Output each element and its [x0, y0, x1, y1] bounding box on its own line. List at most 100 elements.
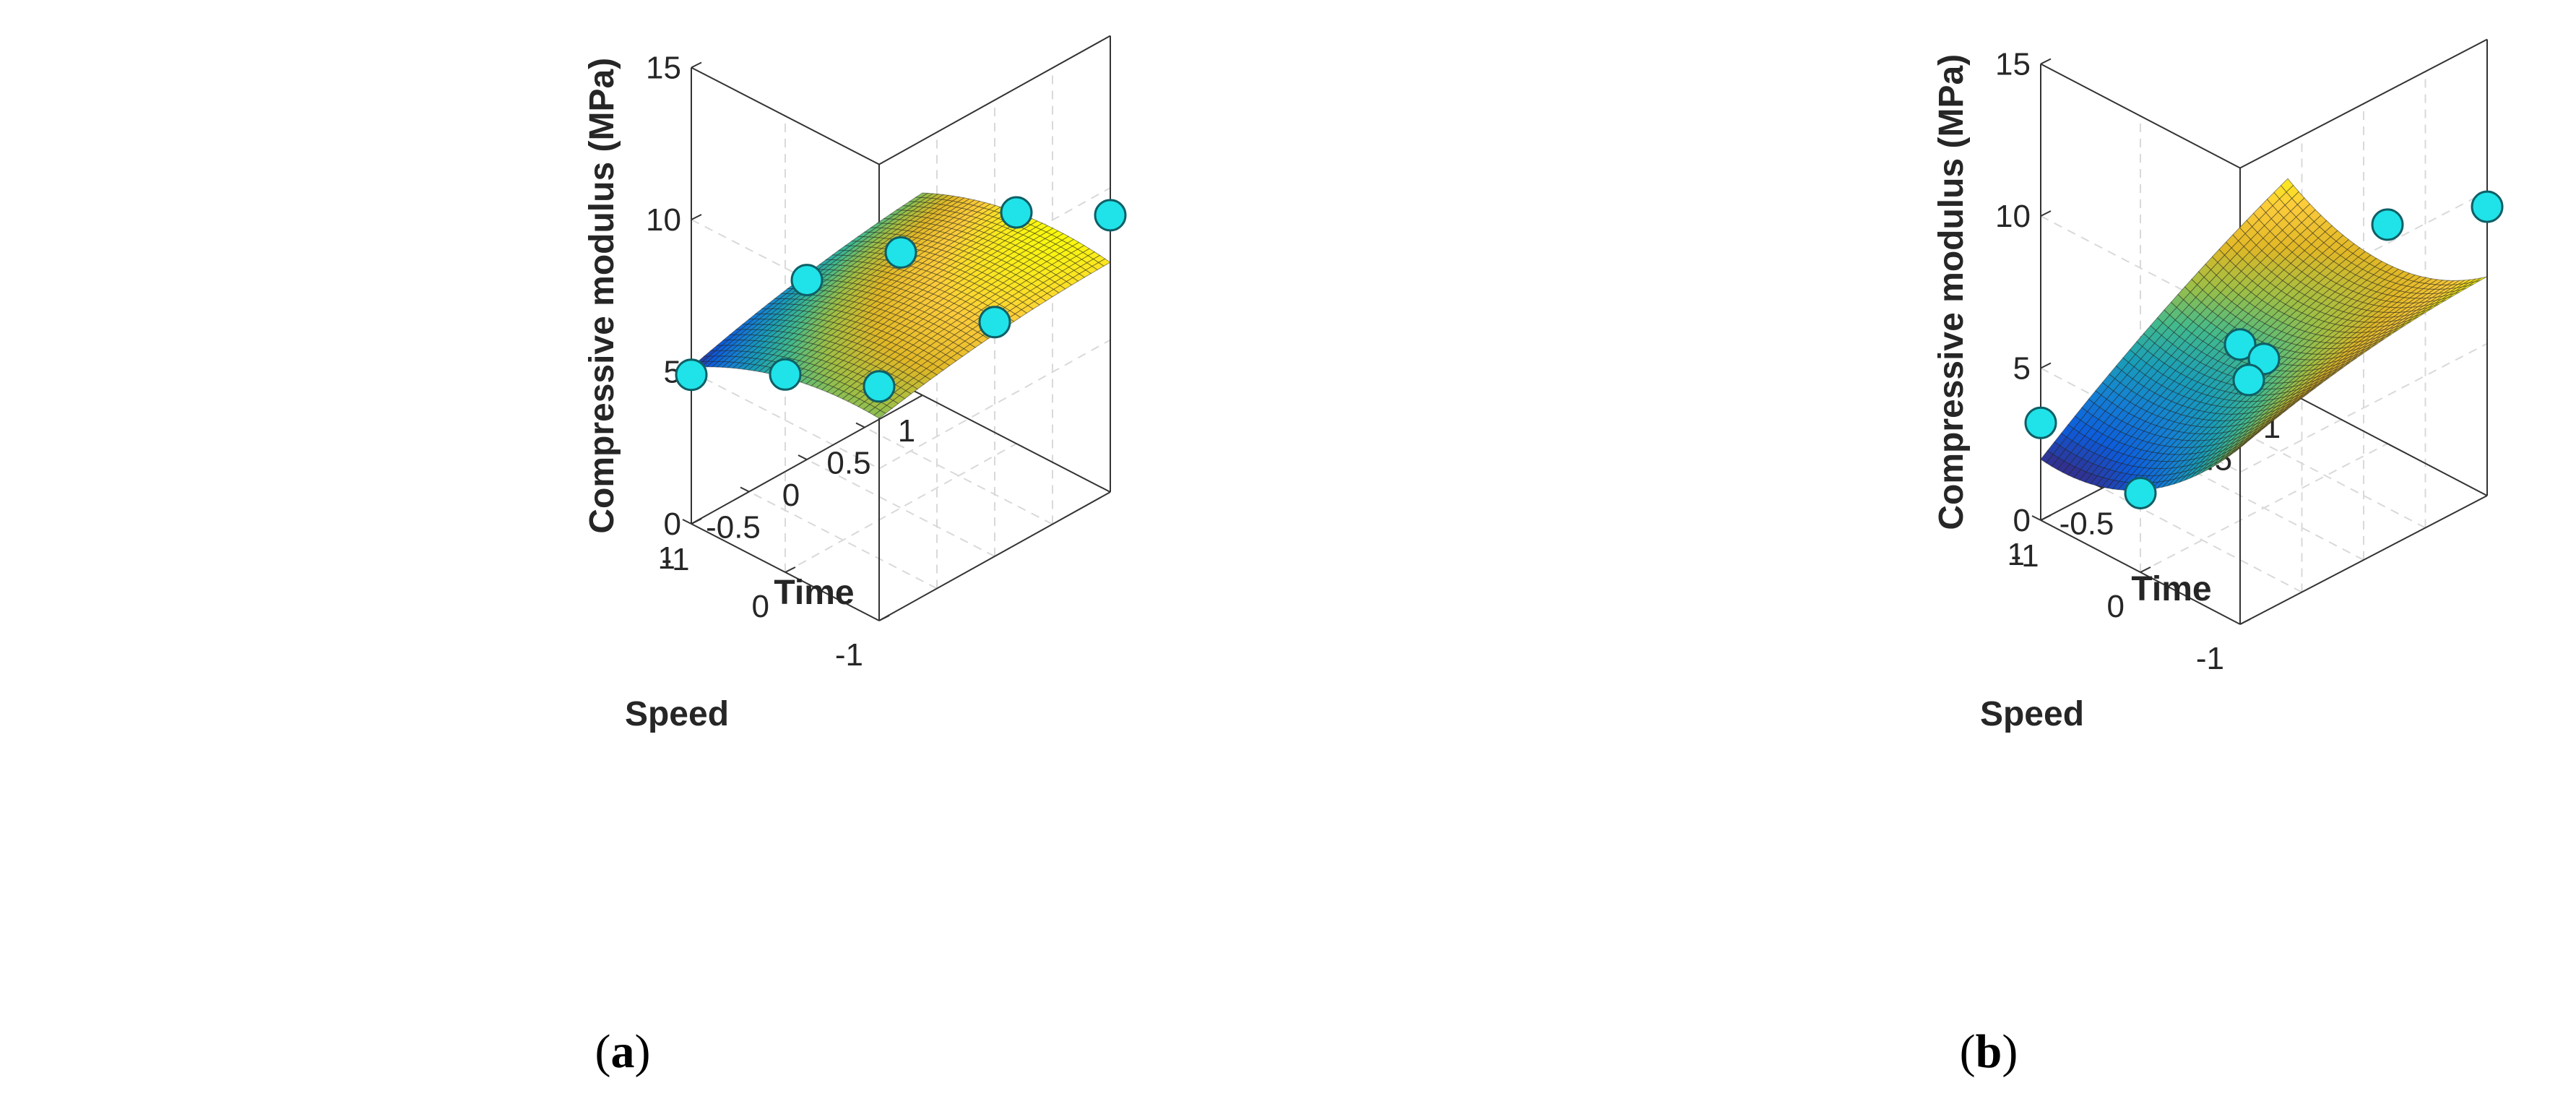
- grid-line: [691, 219, 880, 317]
- surface-patch: [920, 192, 934, 199]
- z-axis-label: Compressive modulus (MPa): [583, 58, 621, 534]
- axis-box-edge: [922, 394, 1111, 493]
- data-point-marker: [2223, 328, 2257, 361]
- surface-patch: [935, 194, 950, 200]
- surface-patch: [2374, 261, 2388, 270]
- data-point-marker: [2124, 477, 2157, 509]
- z-tick-label: 15: [646, 51, 681, 86]
- axis-box-edge: [691, 66, 880, 165]
- surface-patch: [2429, 279, 2445, 285]
- y-tick-label: 1: [2007, 537, 2025, 572]
- data-point-marker: [863, 370, 896, 403]
- surface-patch: [2341, 238, 2355, 251]
- x-tick-label: -1: [2010, 538, 2039, 574]
- y-tick-label: -1: [835, 637, 863, 673]
- surface-patch: [2291, 191, 2305, 205]
- x-axis-label: Time: [2131, 570, 2211, 608]
- z-tick-label: 0: [2013, 503, 2031, 538]
- y-tick-mark: [2040, 514, 2052, 521]
- panel-a-chart: 051015-1-0.500.51-101TimeSpeedCompressiv…: [583, 35, 1127, 733]
- x-tick-mark: [740, 486, 750, 493]
- y-tick-mark: [691, 518, 702, 525]
- panel-a-caption: (a): [595, 1025, 651, 1078]
- z-tick-label: 10: [1995, 199, 2031, 234]
- x-tick-label: 1: [898, 413, 915, 449]
- surface-patch: [2330, 230, 2344, 242]
- grid-line: [691, 371, 880, 470]
- x-tick-label: 0: [782, 478, 800, 513]
- surface-patch: [2452, 280, 2465, 285]
- surface-patch: [2296, 197, 2311, 212]
- panel-b-chart: 051015-1-0.500.51-101TimeSpeedCompressiv…: [1932, 38, 2504, 733]
- panel-b-caption-letter: b: [1976, 1025, 2002, 1078]
- surface-patch: [2346, 243, 2361, 254]
- data-point-marker: [1000, 196, 1033, 229]
- y-tick-mark: [2140, 566, 2151, 573]
- surface-patch: [1092, 254, 1106, 263]
- x-tick-mark: [913, 390, 923, 396]
- y-tick-label: 0: [2107, 589, 2125, 624]
- z-tick-mark: [2040, 58, 2052, 65]
- x-tick-mark: [2031, 515, 2041, 521]
- surface-patch: [1066, 238, 1080, 247]
- y-tick-label: 1: [658, 540, 675, 576]
- data-point-marker: [2232, 363, 2265, 397]
- data-point-marker: [2471, 190, 2504, 223]
- surface-patch: [930, 194, 945, 199]
- data-point-marker: [675, 358, 708, 392]
- surface-patch: [2302, 203, 2317, 217]
- surface-patch: [2440, 280, 2455, 285]
- y-axis-label: Speed: [625, 695, 729, 733]
- data-point-marker: [1094, 199, 1127, 232]
- x-tick-label: -0.5: [706, 510, 761, 545]
- z-tick-mark: [691, 214, 702, 220]
- surface-patch: [1029, 220, 1044, 228]
- surface-patch: [1035, 223, 1049, 230]
- z-tick-mark: [2040, 210, 2052, 217]
- z-tick-mark: [2040, 362, 2052, 369]
- surface-patch: [2385, 266, 2400, 275]
- surface-patch: [925, 193, 940, 199]
- surface-patch: [2468, 277, 2482, 283]
- surface-patch: [1082, 248, 1096, 256]
- surface-patch: [972, 200, 986, 207]
- surface-patch: [1056, 233, 1070, 241]
- z-tick-mark: [691, 61, 702, 69]
- y-tick-label: -1: [2196, 641, 2224, 676]
- y-tick-mark: [878, 615, 890, 621]
- z-tick-label: 15: [1995, 47, 2031, 82]
- z-axis-label: Compressive modulus (MPa): [1932, 54, 1971, 530]
- surface-patch: [2319, 220, 2333, 233]
- data-point-marker: [978, 306, 1011, 339]
- data-point-marker: [2024, 406, 2057, 439]
- surface-patch: [2463, 278, 2476, 285]
- surface-patch: [1050, 230, 1065, 238]
- x-tick-mark: [798, 454, 808, 460]
- surface-patch: [961, 198, 976, 204]
- surface-patch: [2474, 276, 2488, 283]
- surface-patch: [2308, 209, 2322, 223]
- surface-patch: [2458, 279, 2471, 285]
- axis-box-edge: [2239, 495, 2488, 625]
- surface-patch: [2402, 272, 2416, 280]
- surface-patch: [2363, 254, 2377, 264]
- grid-line: [2140, 443, 2388, 573]
- surface-patch: [2413, 276, 2427, 283]
- surface-patch: [915, 192, 929, 198]
- grid-line: [748, 491, 938, 590]
- x-axis-label: Time: [774, 574, 854, 612]
- surface-patch: [2445, 280, 2461, 285]
- grid-line: [2226, 423, 2426, 529]
- surface-patch: [2407, 274, 2422, 282]
- x-tick-label: 0.5: [826, 446, 870, 481]
- axis-box-edge: [2239, 38, 2488, 169]
- grid-line: [878, 187, 1111, 317]
- surface-patch: [2313, 215, 2328, 228]
- grid-line: [864, 426, 1053, 525]
- surface-patch: [2325, 225, 2338, 238]
- grid-line: [806, 459, 995, 557]
- surface-patch: [2434, 280, 2450, 285]
- surface-patch: [2369, 257, 2383, 267]
- surface-patch: [2390, 268, 2406, 277]
